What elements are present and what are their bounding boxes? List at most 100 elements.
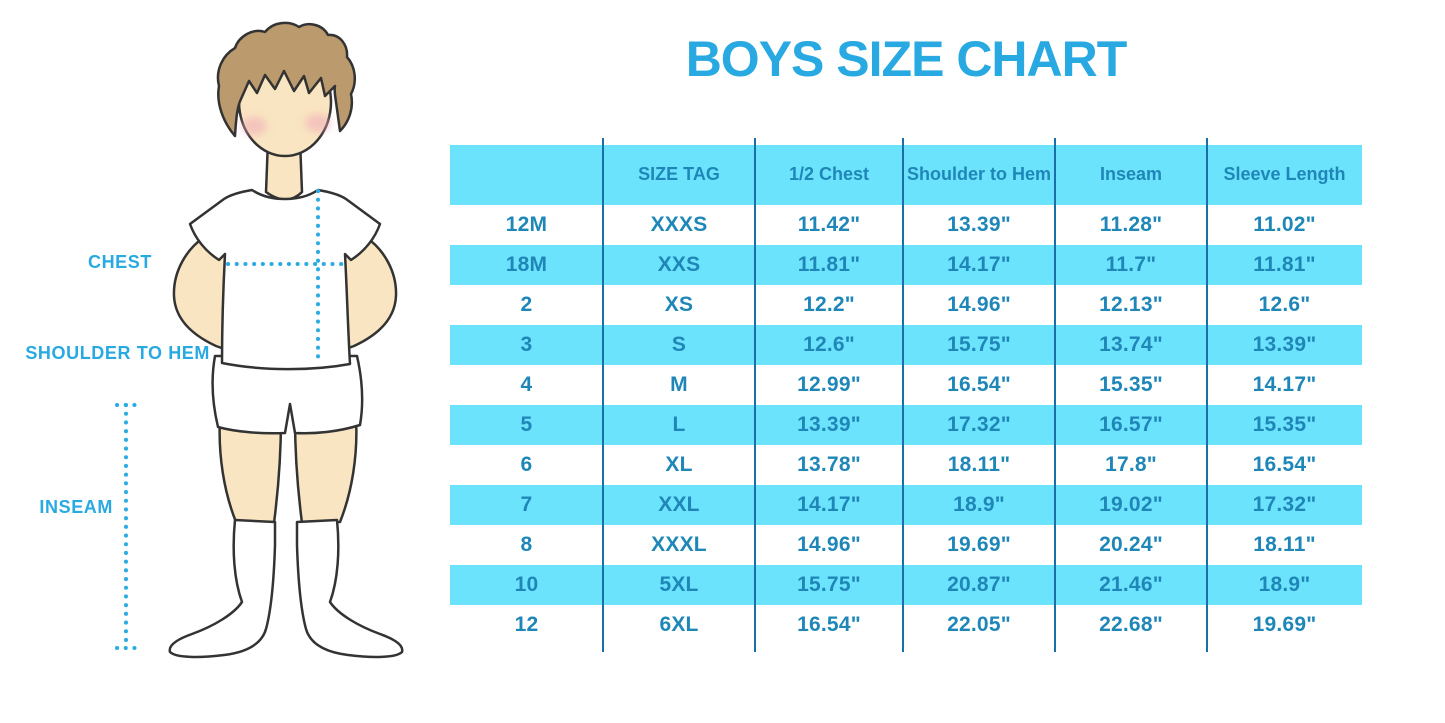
- boy-left-sock: [168, 518, 277, 659]
- measurement-cell: 22.68": [1099, 613, 1163, 636]
- measurement-cell: 17.8": [1105, 453, 1157, 476]
- measurement-cell: 12.13": [1099, 293, 1163, 316]
- measurement-cell: 12.2": [803, 293, 855, 316]
- measurement-cell: 20.24": [1099, 533, 1163, 556]
- measurement-cell: 13.78": [797, 453, 861, 476]
- size-chart: SIZE TAG 1/2 Chest Shoulder to Hem Insea…: [450, 138, 1362, 652]
- measurement-cell: 14.96": [947, 293, 1011, 316]
- measurement-cell: 17.32": [1207, 485, 1362, 525]
- table-row: 2 XS 12.2" 14.96" 12.13" 12.6": [450, 285, 1362, 325]
- boy-right-leg: [293, 416, 358, 525]
- measurement-cell: XXXL: [651, 533, 707, 556]
- size-cell: 5: [450, 405, 603, 445]
- measurement-cell: 14.96": [797, 533, 861, 556]
- measurement-cell: 14.17": [903, 245, 1055, 285]
- column-header-size-tag: SIZE TAG: [603, 145, 755, 205]
- size-cell: 10: [450, 565, 603, 605]
- measurement-cell: XXL: [603, 485, 755, 525]
- measurement-cell: 11.02": [1253, 213, 1316, 236]
- measurement-cell: 12.6": [1258, 293, 1311, 316]
- measurement-cell: 13.74": [1055, 325, 1207, 365]
- size-cell: 18M: [450, 245, 603, 285]
- size-cell: 12: [514, 613, 539, 636]
- size-table-header: SIZE TAG 1/2 Chest Shoulder to Hem Insea…: [450, 145, 1362, 205]
- table-row: 12M XXXS 11.42" 13.39" 11.28" 11.02": [450, 205, 1362, 245]
- chest-label: CHEST: [87, 252, 152, 272]
- measurement-cell: 13.39": [755, 405, 903, 445]
- table-row: 18M XXS 11.81" 14.17" 11.7" 11.81": [450, 245, 1362, 285]
- column-header-sleeve-length: Sleeve Length: [1207, 145, 1362, 205]
- measurement-cell: S: [603, 325, 755, 365]
- measurement-cell: 19.69": [947, 533, 1011, 556]
- size-cell: 3: [450, 325, 603, 365]
- boy-illustration: [115, 21, 404, 659]
- column-header-shoulder-to-hem: Shoulder to Hem: [903, 145, 1055, 205]
- measurement-cell: 17.32": [903, 405, 1055, 445]
- measurement-cell: 13.39": [1207, 325, 1362, 365]
- measurement-cell: XL: [665, 453, 693, 476]
- measurement-cell: 16.54": [947, 373, 1011, 396]
- boy-right-blush: [305, 114, 331, 132]
- measurement-cell: 11.81": [755, 245, 903, 285]
- size-cell: 4: [520, 373, 533, 396]
- measurement-cell: 18.11": [1253, 533, 1316, 556]
- measurement-cell: 14.17": [755, 485, 903, 525]
- measurement-cell: 19.69": [1252, 613, 1317, 636]
- measurement-cell: 11.81": [1207, 245, 1362, 285]
- column-header-size: [450, 145, 603, 205]
- table-row: 5 L 13.39" 17.32" 16.57" 15.35": [450, 405, 1362, 445]
- page-title: BOYS SIZE CHART: [685, 31, 1128, 87]
- measurement-cell: 11.28": [1099, 213, 1163, 236]
- size-cell: 8: [520, 533, 533, 556]
- measurement-cell: XXXS: [650, 213, 708, 236]
- column-header-half-chest: 1/2 Chest: [755, 145, 903, 205]
- measurement-cell: 13.39": [947, 213, 1011, 236]
- measurement-cell: 11.7": [1055, 245, 1207, 285]
- size-cell: 7: [450, 485, 603, 525]
- table-row: 7 XXL 14.17" 18.9" 19.02" 17.32": [450, 485, 1362, 525]
- measurement-cell: 11.42": [797, 213, 861, 236]
- measurement-cell: 12.6": [755, 325, 903, 365]
- size-cell: 12M: [505, 213, 548, 236]
- column-divider: [902, 138, 904, 652]
- boy-left-blush: [241, 117, 267, 135]
- measurement-cell: 15.35": [1099, 373, 1163, 396]
- measurement-cell: XXS: [603, 245, 755, 285]
- measurement-cell: 18.9": [903, 485, 1055, 525]
- boy-right-sock: [295, 518, 404, 659]
- size-cell: 2: [520, 293, 533, 316]
- size-table-body: 12M XXXS 11.42" 13.39" 11.28" 11.02" 18M XXS 11.…: [450, 205, 1362, 645]
- measurement-cell: 6XL: [659, 613, 699, 636]
- measurement-cell: 16.54": [1252, 453, 1317, 476]
- table-row: 10 5XL 15.75" 20.87" 21.46" 18.9": [450, 565, 1362, 605]
- boy-hair: [216, 21, 356, 138]
- table-row: 12 6XL 16.54" 22.05" 22.68" 19.69": [450, 605, 1362, 645]
- measurement-cell: 21.46": [1055, 565, 1207, 605]
- measurement-cell: 15.35": [1207, 405, 1362, 445]
- measurement-cell: 20.87": [903, 565, 1055, 605]
- size-cell: 6: [520, 453, 533, 476]
- table-row: 6 XL 13.78" 18.11" 17.8" 16.54": [450, 445, 1362, 485]
- table-row: 3 S 12.6" 15.75" 13.74" 13.39": [450, 325, 1362, 365]
- size-table: SIZE TAG 1/2 Chest Shoulder to Hem Insea…: [450, 145, 1362, 645]
- measurement-cell: 22.05": [947, 613, 1011, 636]
- column-divider: [602, 138, 604, 652]
- table-row: 4 M 12.99" 16.54" 15.35" 14.17": [450, 365, 1362, 405]
- measurement-cell: 18.9": [1207, 565, 1362, 605]
- measurement-cell: 16.54": [797, 613, 861, 636]
- column-divider: [1054, 138, 1056, 652]
- inseam-label: INSEAM: [39, 497, 113, 517]
- measurement-cell: 5XL: [603, 565, 755, 605]
- boy-tshirt: [188, 188, 382, 371]
- measurement-cell: 12.99": [797, 373, 861, 396]
- measurement-cell: L: [603, 405, 755, 445]
- measurement-cell: 19.02": [1055, 485, 1207, 525]
- measurement-cell: M: [670, 373, 688, 396]
- measurement-cell: 14.17": [1252, 373, 1317, 396]
- measurement-cell: 16.57": [1055, 405, 1207, 445]
- header-row: SIZE TAG 1/2 Chest Shoulder to Hem Insea…: [450, 145, 1362, 205]
- measurement-cell: 15.75": [755, 565, 903, 605]
- column-header-inseam: Inseam: [1055, 145, 1207, 205]
- boy-shorts: [211, 354, 364, 435]
- measurement-cell: 18.11": [947, 453, 1011, 476]
